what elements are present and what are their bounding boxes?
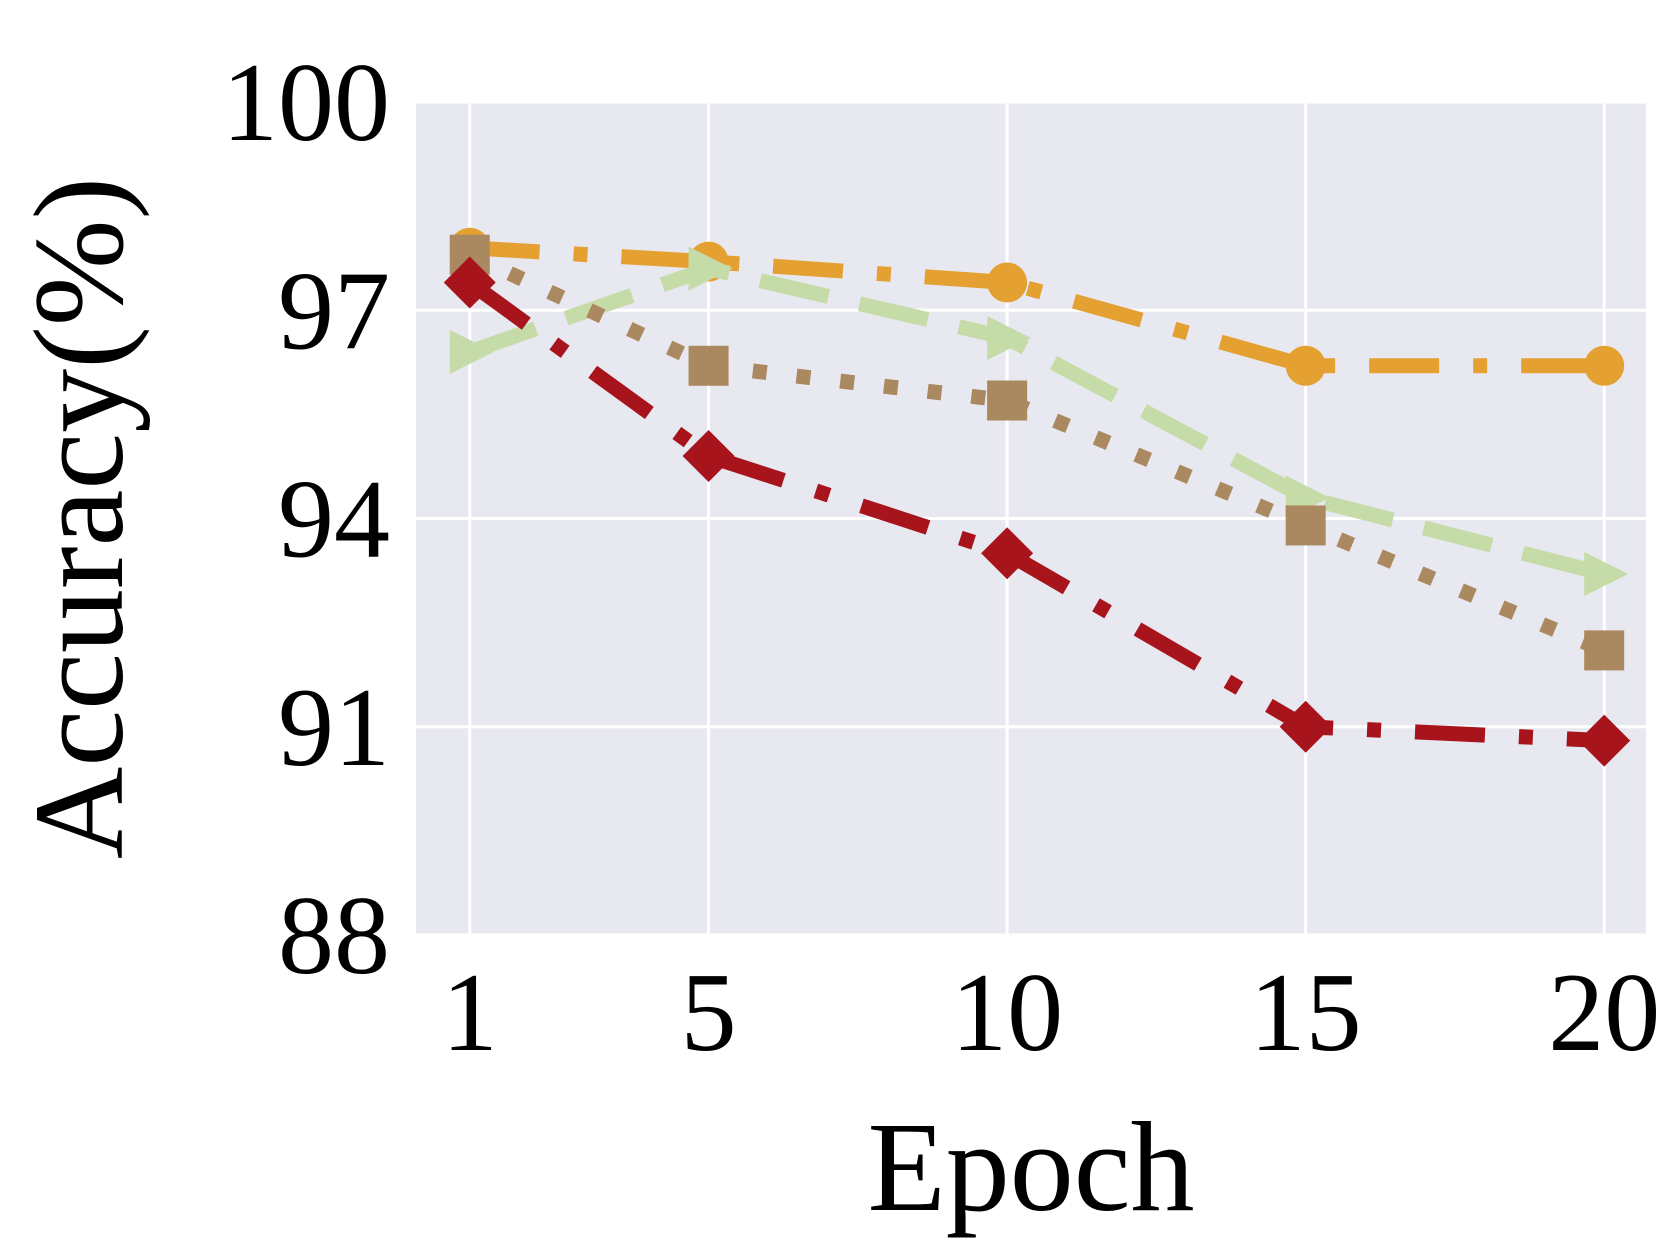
- x-axis-title: Epoch: [868, 1096, 1195, 1238]
- series-1-marker-10: [987, 262, 1028, 303]
- y-tick-labels: 88 91 94 97 100: [222, 41, 390, 998]
- x-tick-label-5: 5: [681, 951, 737, 1075]
- series-4-marker-15: [1279, 700, 1332, 753]
- series-4-marker-5: [682, 430, 735, 483]
- series-1-line: [469, 240, 1605, 374]
- series-2-marker-1: [449, 329, 494, 374]
- series-3-marker-10: [987, 380, 1028, 421]
- series-2-marker-20: [1584, 552, 1629, 597]
- series-1-marker-15: [1285, 345, 1326, 386]
- x-tick-label-10: 10: [951, 951, 1063, 1075]
- series-layer: [443, 227, 1631, 767]
- y-tick-label-97: 97: [278, 249, 390, 373]
- series-2-marker-10: [987, 316, 1032, 361]
- series-3-marker-5: [688, 345, 729, 386]
- series-4-marker-1: [443, 256, 496, 309]
- series-4-marker-20: [1578, 714, 1631, 767]
- y-axis-title: Accuracy(%): [8, 177, 150, 859]
- x-tick-label-20: 20: [1548, 951, 1660, 1075]
- x-tick-label-1: 1: [442, 951, 498, 1075]
- x-tick-labels: 1 5 10 15 20: [442, 951, 1660, 1075]
- x-tick-label-15: 15: [1250, 951, 1362, 1075]
- series-1-marker-20: [1584, 345, 1625, 386]
- series-4-marker-10: [981, 527, 1034, 580]
- y-tick-label-91: 91: [278, 666, 390, 790]
- y-tick-label-94: 94: [278, 458, 390, 582]
- series-3-marker-20: [1584, 630, 1625, 671]
- series-2-marker-5: [688, 246, 733, 291]
- series-4: [443, 256, 1631, 767]
- series-3-marker-15: [1285, 505, 1326, 546]
- y-tick-label-100: 100: [222, 41, 390, 165]
- y-tick-label-88: 88: [278, 874, 390, 998]
